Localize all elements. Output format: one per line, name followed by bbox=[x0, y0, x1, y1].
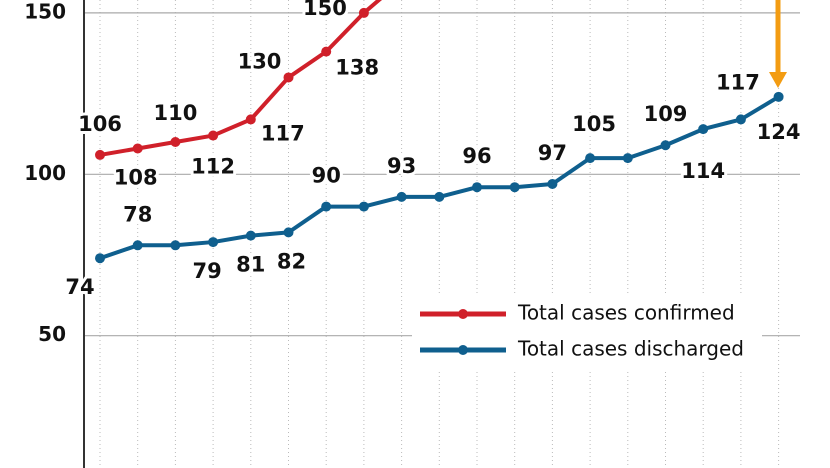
data-label: 105 bbox=[572, 112, 616, 136]
data-point bbox=[358, 201, 369, 212]
data-point bbox=[208, 237, 219, 248]
data-point bbox=[95, 149, 105, 160]
data-label: 108 bbox=[114, 165, 158, 189]
data-point bbox=[434, 191, 445, 202]
data-point bbox=[509, 182, 520, 193]
data-point bbox=[283, 72, 294, 83]
legend-dot bbox=[458, 309, 468, 319]
data-label: 109 bbox=[644, 102, 688, 126]
data-point bbox=[132, 143, 143, 154]
data-point bbox=[585, 153, 596, 164]
data-label: 93 bbox=[387, 154, 416, 178]
data-point bbox=[396, 191, 407, 202]
data-point bbox=[170, 240, 181, 251]
data-label: 150 bbox=[303, 0, 347, 20]
y-tick-label: 100 bbox=[24, 161, 66, 185]
data-point bbox=[170, 137, 181, 148]
data-point bbox=[245, 230, 256, 241]
data-point bbox=[773, 91, 784, 102]
data-label: 138 bbox=[335, 56, 379, 80]
data-label: 79 bbox=[192, 259, 221, 283]
legend-box bbox=[412, 296, 762, 370]
data-label: 124 bbox=[757, 120, 801, 144]
data-label: 130 bbox=[238, 49, 282, 73]
data-point bbox=[698, 124, 709, 135]
data-label: 106 bbox=[78, 112, 122, 136]
data-label: 117 bbox=[716, 70, 760, 94]
data-label: 117 bbox=[261, 121, 305, 145]
legend-dot bbox=[458, 345, 468, 355]
data-label: 90 bbox=[312, 164, 341, 188]
data-point bbox=[358, 7, 369, 18]
legend-label: Total cases confirmed bbox=[517, 301, 735, 325]
data-label: 82 bbox=[277, 249, 306, 273]
data-label: 114 bbox=[681, 159, 725, 183]
data-point bbox=[95, 253, 105, 264]
data-label: 96 bbox=[462, 144, 491, 168]
data-point bbox=[622, 153, 633, 164]
data-point bbox=[735, 114, 746, 125]
data-point bbox=[132, 240, 143, 251]
data-point bbox=[660, 140, 671, 151]
data-point bbox=[283, 227, 294, 238]
legend-label: Total cases discharged bbox=[517, 337, 744, 361]
data-label: 97 bbox=[538, 141, 567, 165]
y-tick-label: 150 bbox=[24, 0, 66, 23]
data-label: 110 bbox=[153, 101, 197, 125]
data-point bbox=[547, 178, 558, 189]
arrow-head bbox=[769, 72, 787, 88]
data-label: 112 bbox=[191, 155, 235, 179]
data-point bbox=[472, 182, 482, 193]
data-label: 74 bbox=[65, 275, 94, 299]
data-point bbox=[208, 130, 219, 141]
data-point bbox=[321, 201, 332, 212]
y-tick-label: 50 bbox=[38, 322, 66, 346]
data-label: 78 bbox=[123, 202, 152, 226]
data-point bbox=[245, 114, 256, 125]
data-point bbox=[321, 46, 332, 57]
data-label: 81 bbox=[236, 253, 265, 277]
